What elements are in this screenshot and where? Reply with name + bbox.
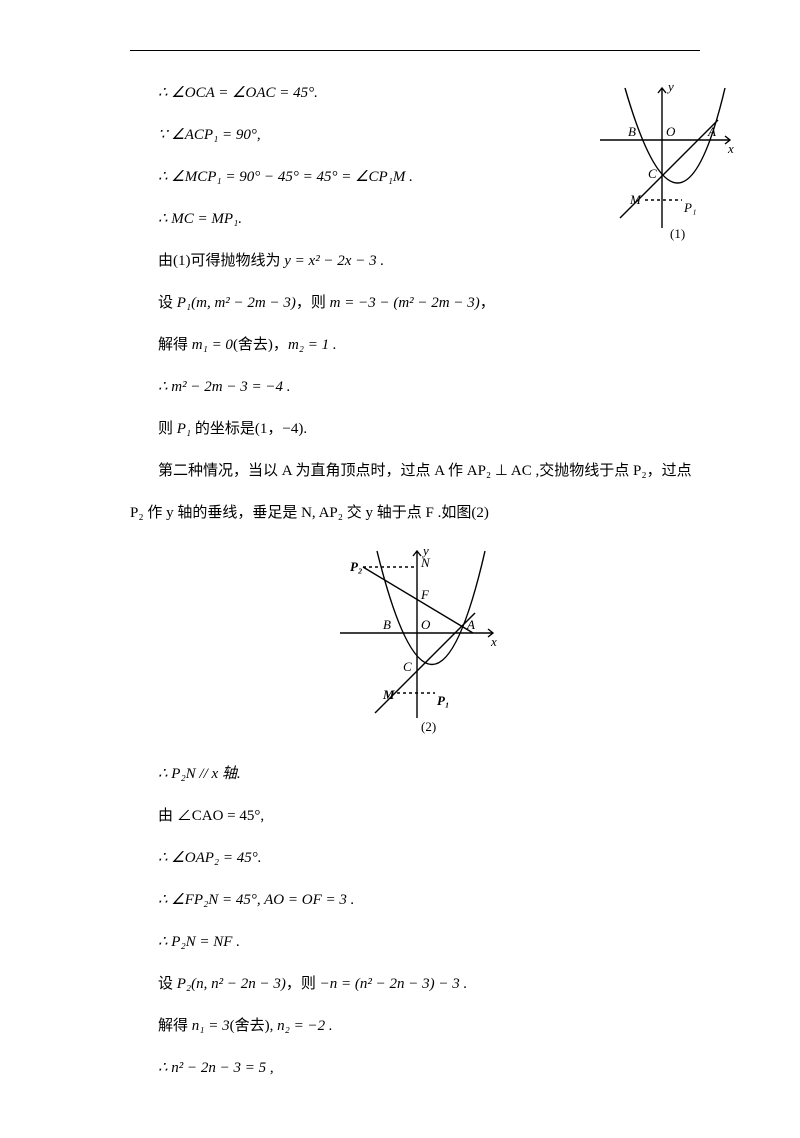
fig1-y-label: y (666, 79, 674, 94)
line-7: 解得 m₁ = 0(舍去)，m₂ = 1 . (130, 333, 520, 357)
line-13: ∴ ∠OAP₂ = 45°. (130, 846, 700, 870)
line-10b: P₂ 作 y 轴的垂线，垂足是 N, AP₂ 交 y 轴于点 F .如图(2) (130, 501, 700, 525)
line-1: ∴ ∠OCA = ∠OAC = 45°. (130, 81, 520, 105)
line-4: ∴ MC = MP₁. (130, 207, 520, 231)
fig1-x-label: x (727, 141, 734, 156)
line-12: 由 ∠CAO = 45°, (130, 804, 700, 828)
fig2-F: F (420, 587, 430, 602)
line-5: 由(1)可得抛物线为 y = x² − 2x − 3 . (130, 249, 520, 273)
line-3: ∴ ∠MCP₁ = 90° − 45° = 45° = ∠CP₁M . (130, 165, 520, 189)
figure-1: y x B O A C M P₁ (1) (590, 78, 740, 248)
fig1-B: B (628, 124, 636, 139)
fig1-P1: P₁ (683, 200, 696, 215)
figure-2: y x P₂ N F B O A C M P₁ (2) (130, 543, 700, 748)
fig1-C: C (648, 166, 657, 181)
line-15: ∴ P₂N = NF . (130, 930, 700, 954)
line-11: ∴ P₂N // x 轴. (130, 762, 700, 786)
line-10a: 第二种情况，当以 A 为直角顶点时，过点 A 作 AP₂ ⊥ AC ,交抛物线于… (130, 459, 700, 483)
line-6: 设 P₁(m, m² − 2m − 3)，则 m = −3 − (m² − 2m… (130, 291, 520, 315)
fig2-P1: P₁ (437, 693, 449, 708)
line-2: ∵ ∠ACP₁ = 90°, (130, 123, 520, 147)
fig2-N: N (420, 555, 431, 570)
fig1-caption: (1) (670, 226, 685, 241)
fig2-M: M (382, 687, 395, 702)
page-top-rule (130, 50, 700, 51)
line-9: 则 P₁ 的坐标是(1，−4). (130, 417, 520, 441)
line-16: 设 P₂(n, n² − 2n − 3)，则 −n = (n² − 2n − 3… (130, 972, 700, 996)
fig2-B: B (383, 617, 391, 632)
fig2-A: A (466, 617, 475, 632)
fig1-A: A (707, 124, 716, 139)
line-17: 解得 n₁ = 3(舍去), n₂ = −2 . (130, 1014, 700, 1038)
line-14: ∴ ∠FP₂N = 45°, AO = OF = 3 . (130, 888, 700, 912)
line-18: ∴ n² − 2n − 3 = 5 , (130, 1056, 700, 1080)
fig2-C: C (403, 659, 412, 674)
fig1-M: M (629, 192, 642, 207)
fig2-O: O (421, 617, 431, 632)
fig2-caption: (2) (421, 719, 436, 734)
fig1-O: O (666, 124, 676, 139)
fig2-P2: P₂ (350, 559, 362, 574)
fig2-x: x (490, 634, 497, 649)
line-8: ∴ m² − 2m − 3 = −4 . (130, 375, 520, 399)
